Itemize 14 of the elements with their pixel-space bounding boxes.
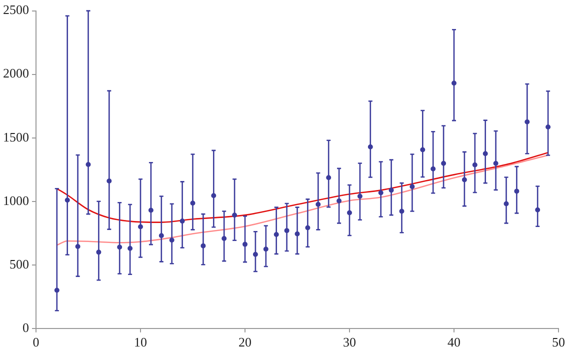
- x-tick-label: 40: [448, 334, 460, 350]
- line-series: [56, 154, 549, 246]
- y-tick-label: 2000: [3, 66, 29, 81]
- x-tick-label: 20: [238, 334, 252, 350]
- x-tick-label: 50: [552, 334, 565, 350]
- y-tick-label: 2500: [3, 2, 29, 18]
- line-series: [56, 152, 549, 223]
- x-tick-label: 30: [343, 334, 356, 350]
- y-tick-label: 1000: [3, 192, 29, 208]
- y-tick-label: 500: [10, 256, 29, 272]
- x-tick-label: 0: [32, 334, 40, 350]
- y-tick-label: 0: [22, 320, 29, 335]
- x-tick-label: 10: [134, 334, 147, 350]
- y-tick-label: 1500: [3, 129, 29, 144]
